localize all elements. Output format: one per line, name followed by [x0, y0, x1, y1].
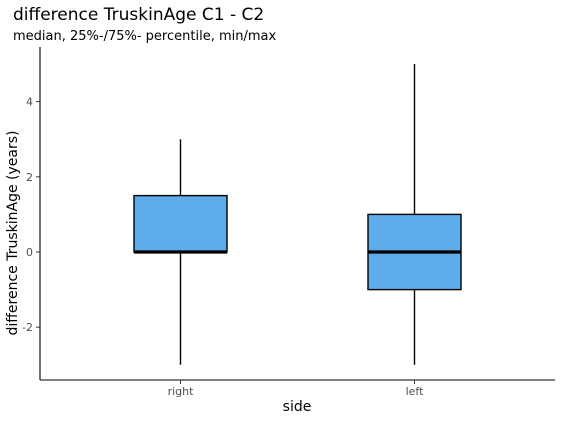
y-tick-label: -2: [22, 321, 33, 334]
boxplot-right: [133, 139, 228, 365]
y-axis-ticks: -2 0 2 4: [22, 96, 40, 334]
plot-area: [133, 64, 462, 365]
x-axis-title: side: [283, 399, 312, 415]
y-tick-label: 0: [26, 246, 33, 259]
y-tick-label: 2: [26, 171, 33, 184]
y-axis-title: difference TruskinAge (years): [5, 131, 21, 336]
x-axis-ticks: right left: [168, 380, 425, 398]
chart-subtitle: median, 25%-/75%- percentile, min/max: [13, 29, 276, 44]
chart-title: difference TruskinAge C1 - C2: [13, 5, 264, 25]
y-tick-label: 4: [26, 96, 33, 109]
x-tick-label: right: [168, 385, 195, 398]
x-tick-label: left: [406, 385, 425, 398]
boxplot-left: [367, 64, 462, 365]
box-iqr: [133, 194, 228, 253]
